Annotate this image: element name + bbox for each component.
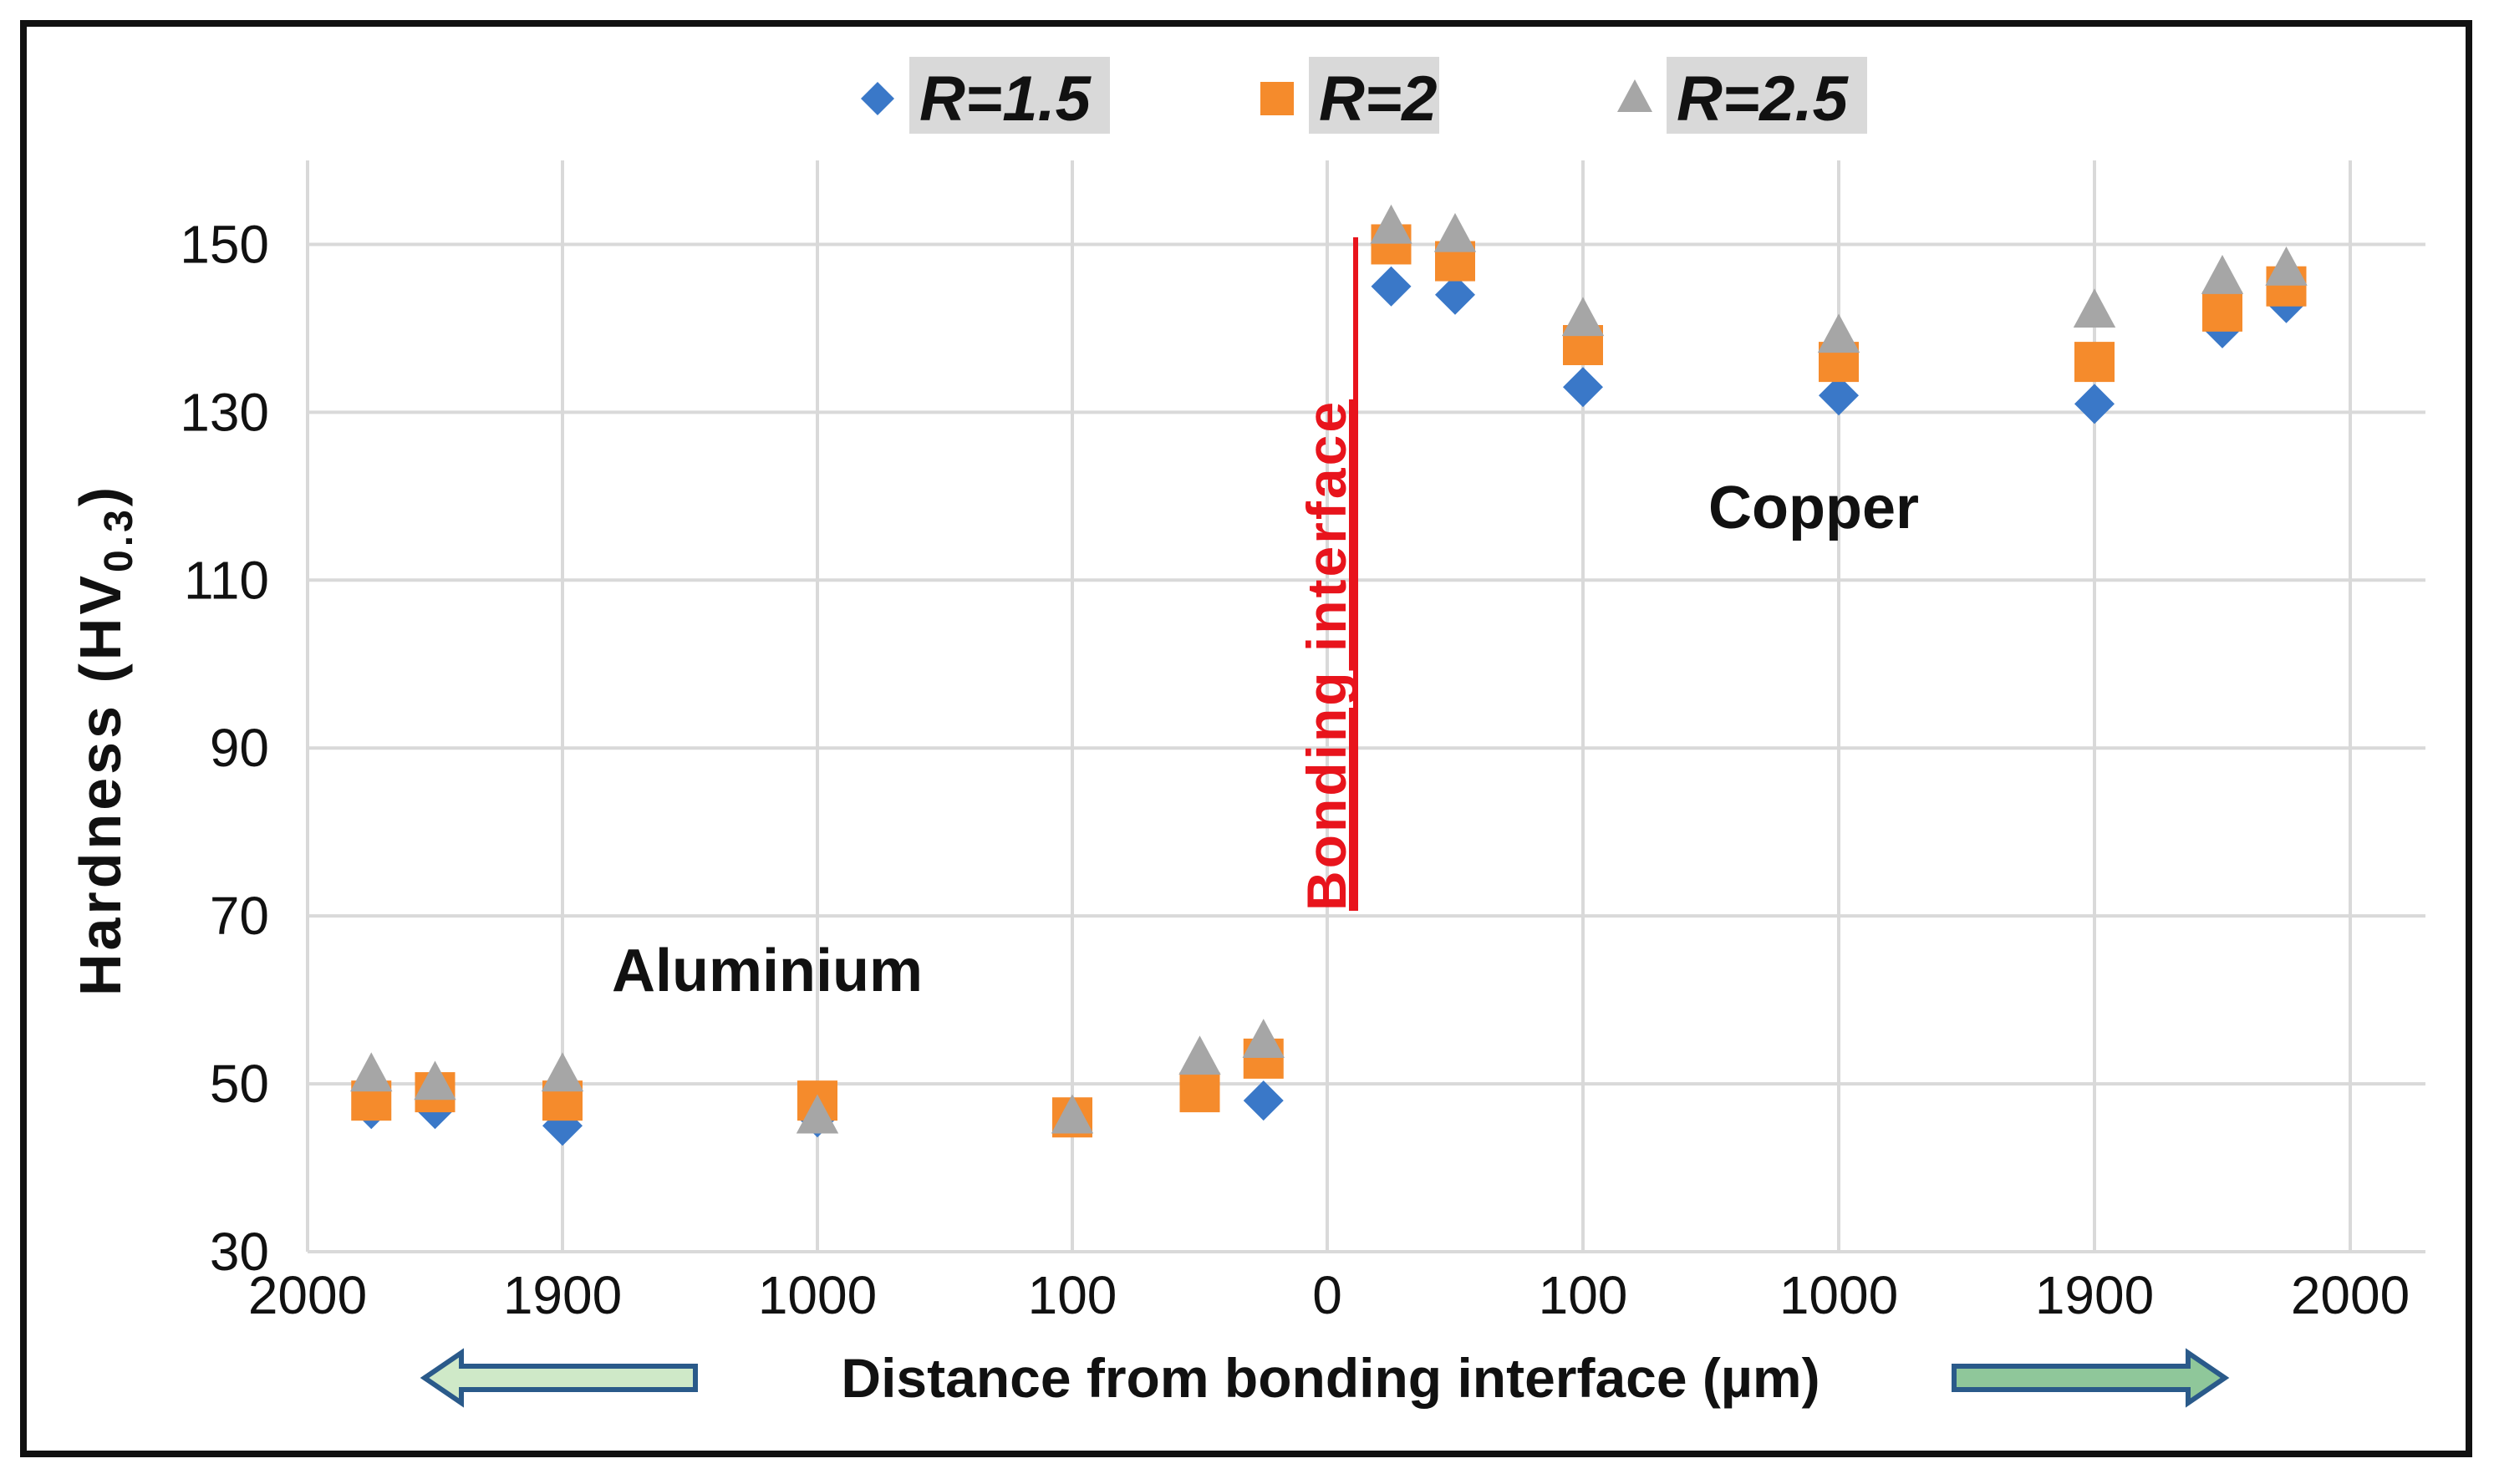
square-legend-icon (1260, 82, 1294, 115)
y-tick-label: 70 (210, 886, 269, 946)
x-tick-label: 2000 (2291, 1265, 2410, 1325)
triangle-point-R-2-5 (1051, 1094, 1094, 1134)
square-point-R-2 (2074, 342, 2115, 383)
aluminium-label: Aluminium (612, 938, 923, 1004)
x-tick-label: 100 (1028, 1265, 1117, 1325)
square-point-R-2 (1179, 1072, 1220, 1113)
x-tick-label: 1000 (1779, 1265, 1898, 1325)
legend-entry-R-2: R=2 (1319, 64, 1438, 135)
grid (306, 160, 2425, 1253)
triangle-point-R-2-5 (350, 1052, 393, 1092)
triangle-point-R-2-5 (1178, 1035, 1221, 1075)
right-arrow-icon (1952, 1348, 2230, 1408)
bonding-interface-label: Bonding interface (1295, 399, 1357, 911)
legend-entry-R-1-5: R=1.5 (919, 64, 1092, 135)
legend-label-bg (1309, 57, 1439, 134)
triangle-point-R-2-5 (2073, 288, 2116, 328)
y-tick-label: 130 (180, 382, 269, 442)
triangle-legend-icon (1617, 79, 1652, 112)
y-axis-label-sub: 0.3 (97, 506, 141, 572)
y-tick-labels: 30 50 70 90 110 130 150 (180, 214, 269, 1282)
diamond-point-R-1-5 (1819, 375, 1859, 416)
x-tick-label: 100 (1539, 1265, 1628, 1325)
triangle-point-R-2-5 (1817, 313, 1860, 353)
triangle-point-R-2-5 (541, 1052, 584, 1092)
triangle-point-R-2-5 (796, 1094, 839, 1134)
triangle-point-R-2-5 (2265, 246, 2308, 286)
triangle-point-R-2-5 (414, 1060, 456, 1100)
left-arrow-icon (420, 1348, 698, 1408)
square-point-R-2 (2202, 291, 2242, 332)
legend-entry-R-2-5: R=2.5 (1677, 64, 1850, 135)
diamond-point-R-1-5 (1371, 266, 1412, 307)
y-tick-label: 50 (210, 1054, 269, 1114)
x-axis-label: Distance from bonding interface (µm) (841, 1347, 1820, 1409)
diamond-point-R-1-5 (1563, 367, 1603, 408)
x-tick-label: 2000 (248, 1265, 367, 1325)
y-tick-label: 110 (184, 550, 269, 610)
triangle-point-R-2-5 (2201, 255, 2244, 294)
x-tick-label: 1900 (503, 1265, 622, 1325)
copper-label: Copper (1708, 475, 1919, 541)
diamond-point-R-1-5 (1435, 274, 1475, 315)
y-axis-label: Hardness (HV0.3) (68, 484, 141, 996)
diamond-point-R-1-5 (1243, 1080, 1284, 1121)
data-markers (350, 204, 2308, 1146)
diamond-legend-icon (861, 82, 894, 115)
legend-label-bg (1667, 57, 1867, 134)
x-tick-labels: 2000 1900 1000 100 0 100 1000 1900 2000 (248, 1265, 2410, 1325)
triangle-point-R-2-5 (1242, 1019, 1285, 1059)
y-axis-label-main: Hardness (HV (68, 572, 133, 996)
y-tick-label: 30 (210, 1222, 269, 1282)
triangle-point-R-2-5 (1370, 204, 1412, 244)
x-tick-label: 1900 (2035, 1265, 2154, 1325)
y-tick-label: 150 (180, 214, 269, 274)
triangle-point-R-2-5 (1433, 212, 1477, 252)
x-tick-label: 0 (1312, 1265, 1342, 1325)
y-axis-label-close: ) (68, 484, 133, 506)
diamond-point-R-1-5 (2074, 384, 2115, 424)
legend-label-bg (909, 57, 1110, 134)
figure-frame: 30 50 70 90 110 130 150 2000 1900 1000 100 0 100 100… (20, 20, 2472, 1457)
triangle-point-R-2-5 (1561, 297, 1605, 337)
legend: R=1.5 R=2 R=2.5 (861, 57, 1867, 135)
y-tick-label: 90 (210, 718, 269, 778)
x-tick-label: 1000 (758, 1265, 877, 1325)
